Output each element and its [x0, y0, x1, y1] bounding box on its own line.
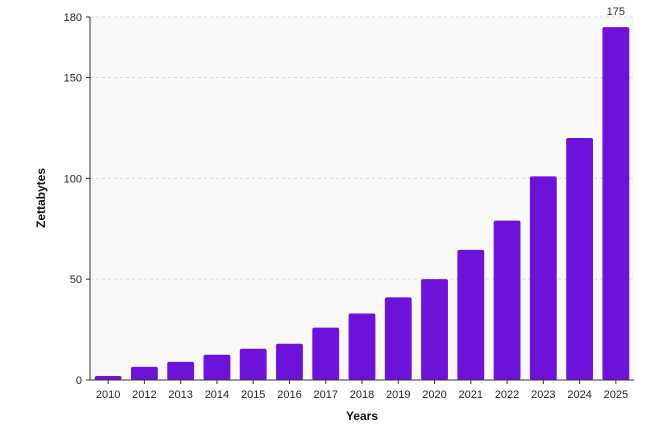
bar-2018	[348, 313, 376, 380]
x-tick-label: 2016	[277, 389, 301, 401]
bar-2016	[276, 343, 303, 380]
bar-2023	[529, 176, 557, 380]
y-tick-label: 150	[64, 73, 82, 85]
x-tick-label: 2024	[567, 389, 591, 401]
x-tick-label: 2019	[386, 389, 410, 401]
data-label-2025: 175	[607, 6, 625, 18]
bar-2024	[566, 138, 594, 380]
x-tick-label: 2010	[96, 389, 120, 401]
bar-2014	[203, 354, 231, 380]
bar-2022	[493, 220, 521, 380]
y-tick-label: 50	[70, 274, 82, 286]
x-tick-label: 2014	[205, 389, 229, 401]
bars	[94, 27, 630, 380]
bar-2013	[167, 361, 195, 380]
gridlines	[90, 16, 634, 280]
bar-2012	[130, 366, 158, 380]
bar-2010	[94, 375, 122, 380]
y-tick-label: 180	[64, 12, 82, 24]
bar-2020	[421, 279, 448, 380]
data-labels: 175	[607, 6, 625, 18]
bar-2021	[457, 249, 485, 380]
bar-2015	[239, 348, 267, 380]
x-tick-label: 2015	[241, 389, 265, 401]
x-tick-labels: 2010 2012 2013 2014 2015 2016 2017 2018 2019 2020…	[96, 380, 628, 401]
x-tick-label: 2012	[132, 389, 156, 401]
y-tick-labels: 0 50 100 150 180	[64, 12, 90, 387]
x-axis-title: Years	[346, 409, 378, 423]
bar-2025	[602, 27, 630, 380]
x-tick-label: 2022	[495, 389, 519, 401]
y-tick-label: 100	[64, 173, 82, 185]
x-tick-label: 2023	[531, 389, 555, 401]
y-tick-label: 0	[76, 375, 82, 387]
x-tick-label: 2021	[459, 389, 483, 401]
y-axis-title: Zettabytes	[34, 168, 48, 228]
bar-2019	[384, 297, 412, 380]
bar-2017	[312, 327, 340, 380]
x-tick-label: 2018	[350, 389, 374, 401]
x-tick-label: 2025	[604, 389, 628, 401]
x-tick-label: 2020	[422, 389, 446, 401]
x-tick-label: 2013	[168, 389, 192, 401]
x-tick-label: 2017	[313, 389, 337, 401]
